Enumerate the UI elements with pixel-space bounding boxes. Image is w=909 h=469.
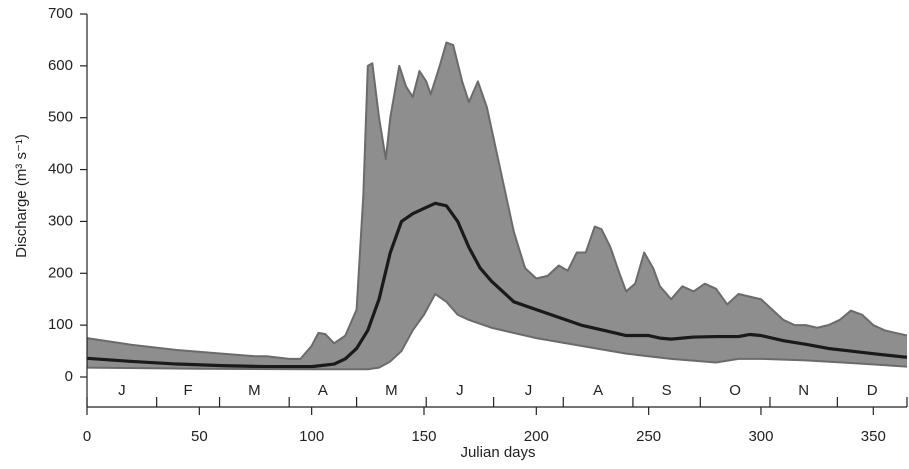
month-label: J — [118, 382, 126, 399]
y-tick-label: 0 — [65, 368, 73, 385]
median-line — [86, 201, 908, 369]
y-tick-label: 100 — [48, 316, 73, 333]
month-label: M — [248, 382, 261, 399]
x-tick-label: 350 — [861, 428, 886, 445]
y-tick-label: 200 — [48, 264, 73, 281]
month-label: A — [318, 382, 328, 399]
month-label: F — [184, 382, 193, 399]
y-tick-label: 400 — [48, 161, 73, 178]
x-tick-label: 200 — [524, 428, 549, 445]
y-tick-label: 500 — [48, 109, 73, 126]
x-tick-label: 300 — [748, 428, 773, 445]
range-edge — [86, 293, 908, 371]
month-label: A — [593, 382, 603, 399]
month-label: O — [729, 382, 741, 399]
x-axis-label: Julian days — [460, 444, 535, 461]
x-tick-label: 50 — [191, 428, 208, 445]
month-label: J — [456, 382, 464, 399]
x-tick-label: 150 — [411, 428, 436, 445]
x-tick-label: 0 — [83, 428, 91, 445]
y-tick-label: 600 — [48, 57, 73, 74]
y-axis-label: Discharge (m³ s⁻¹) — [13, 134, 30, 258]
range-edge — [86, 41, 908, 360]
y-tick-label: 300 — [48, 212, 73, 229]
x-tick-label: 250 — [636, 428, 661, 445]
month-label: M — [385, 382, 398, 399]
month-label: D — [867, 382, 878, 399]
month-label: N — [798, 382, 809, 399]
range-band — [87, 42, 907, 370]
x-tick-label: 100 — [299, 428, 324, 445]
month-label: J — [525, 382, 533, 399]
y-tick-label: 700 — [48, 5, 73, 22]
month-label: S — [662, 382, 672, 399]
